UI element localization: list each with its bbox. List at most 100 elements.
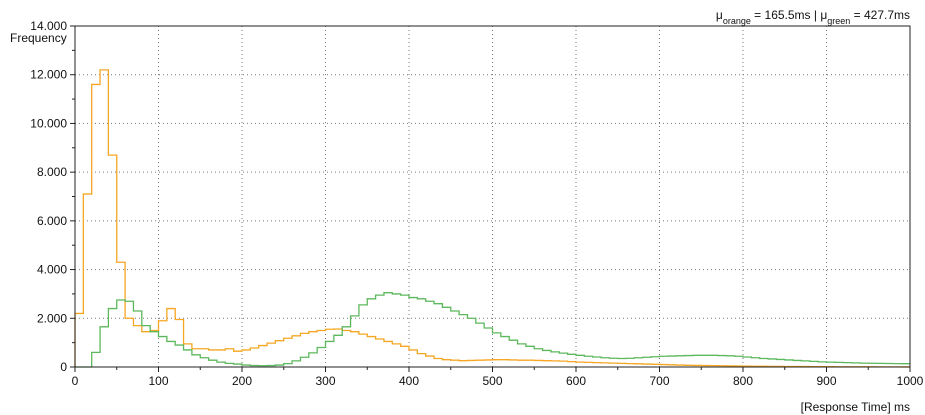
x-tick-label: 900 (816, 374, 836, 388)
grid-lines (75, 26, 910, 367)
histogram-bin (392, 294, 400, 367)
histogram-bin (801, 361, 809, 367)
x-tick-label: 600 (566, 374, 586, 388)
histogram-bin (618, 358, 626, 367)
y-tick-label: 2.000 (37, 311, 67, 325)
histogram-bin (776, 359, 784, 367)
histogram-bin (326, 341, 334, 367)
histogram-bin (284, 338, 292, 367)
histogram-bin (133, 311, 141, 367)
histogram-bin (835, 362, 843, 367)
histogram-bin (150, 332, 158, 367)
histogram-bin (92, 84, 100, 367)
histogram-bin (576, 355, 584, 367)
histogram-bin (209, 360, 217, 367)
histogram-bin (409, 298, 417, 367)
histogram-bin (685, 356, 693, 367)
mean-annotation: μorange = 165.5ms | μgreen = 427.7ms (716, 8, 910, 26)
histogram-bin (559, 353, 567, 367)
histogram-bin (275, 341, 283, 367)
green-mean-value: = 427.7ms (850, 8, 910, 22)
y-tick-label: 14.000 (30, 19, 67, 33)
histogram-bin (142, 326, 150, 367)
histogram-bin (175, 345, 183, 367)
histogram-bin (827, 362, 835, 367)
green-subscript: green (827, 16, 850, 26)
histogram-bin (384, 293, 392, 367)
histogram-bin (501, 337, 509, 367)
histogram-bin (342, 327, 350, 367)
x-tick-label: 800 (733, 374, 753, 388)
histogram-bin (701, 355, 709, 367)
histogram-bin (117, 300, 125, 367)
histogram-bin (718, 356, 726, 367)
histogram-bin (292, 361, 300, 367)
histogram-bin (518, 344, 526, 367)
histogram-bin (785, 360, 793, 367)
histogram-bin (167, 341, 175, 367)
x-tick-label: 500 (482, 374, 502, 388)
y-tick-label: 4.000 (37, 263, 67, 277)
histogram-bin (217, 362, 225, 367)
x-tick-label: 1000 (897, 374, 924, 388)
histogram-bin (534, 349, 542, 367)
histogram-bin (568, 354, 576, 367)
histogram-bin (668, 356, 676, 367)
y-tick-label: 6.000 (37, 214, 67, 228)
histogram-bin (810, 361, 818, 367)
series-1-histogram (74, 69, 910, 368)
y-tick-label: 8.000 (37, 165, 67, 179)
x-tick-label: 100 (148, 374, 168, 388)
histogram-bin (100, 70, 108, 367)
histogram-bin (818, 362, 826, 367)
histogram-bin (83, 194, 91, 367)
histogram-bin (726, 356, 734, 367)
histogram-bin (543, 350, 551, 367)
histogram-bin (250, 348, 258, 367)
histogram-bin (401, 295, 409, 367)
orange-subscript: orange (723, 16, 751, 26)
histogram-bin (643, 357, 651, 367)
histogram-bin (751, 358, 759, 367)
histogram-bin (359, 305, 367, 367)
histogram-bin (484, 328, 492, 367)
histogram-bin (710, 355, 718, 367)
histogram-bin (626, 358, 634, 367)
histogram-bin (660, 356, 668, 367)
histogram-bin (259, 346, 267, 367)
histogram-bin (334, 335, 342, 367)
x-tick-label: 200 (232, 374, 252, 388)
y-tick-label: 12.000 (30, 68, 67, 82)
series-2-line (75, 292, 910, 368)
orange-mean-value: = 165.5ms | (751, 8, 821, 22)
histogram-bin (609, 358, 617, 367)
histogram-bin (493, 333, 501, 367)
histogram-bin (467, 318, 475, 367)
x-tick-label: 400 (399, 374, 419, 388)
histogram-bin (317, 348, 325, 367)
y-tick-label: 10.000 (30, 116, 67, 130)
histogram-bin (376, 295, 384, 367)
histogram-bin (584, 356, 592, 367)
histogram-bin (593, 357, 601, 367)
histogram-bin (192, 355, 200, 367)
histogram-bin (768, 359, 776, 367)
mu-symbol: μ (716, 8, 723, 22)
histogram-bin (434, 304, 442, 367)
histogram-bin (75, 313, 83, 367)
histogram-bin (159, 337, 167, 367)
x-axis-title: [Response Time] ms (801, 400, 910, 414)
histogram-bin (351, 316, 359, 367)
y-axis-title: Frequency (10, 31, 67, 45)
histogram-bin (476, 323, 484, 367)
histogram-bin (676, 356, 684, 367)
histogram-bin (601, 358, 609, 367)
histogram-bin (100, 327, 108, 367)
histogram-bin (743, 357, 751, 367)
plot-frame (74, 25, 911, 368)
histogram-bin (634, 358, 642, 367)
y-tick-label: 0 (60, 360, 67, 374)
x-tick-label: 300 (315, 374, 335, 388)
x-tick-label: 700 (649, 374, 669, 388)
